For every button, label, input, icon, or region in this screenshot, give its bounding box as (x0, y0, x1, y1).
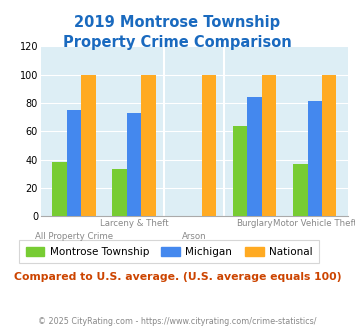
Bar (202, 75, 216, 216)
Text: Motor Vehicle Theft: Motor Vehicle Theft (273, 219, 355, 228)
Text: Burglary: Burglary (236, 219, 273, 228)
Bar (293, 164, 307, 216)
Text: Property Crime Comparison: Property Crime Comparison (63, 35, 292, 50)
Bar (141, 75, 156, 216)
Bar (322, 75, 337, 216)
Text: 2019 Montrose Township: 2019 Montrose Township (75, 15, 280, 30)
Bar (113, 169, 127, 216)
Bar (81, 75, 95, 216)
Bar (233, 125, 247, 216)
Bar (262, 75, 276, 216)
Bar (127, 113, 141, 216)
Text: Larceny & Theft: Larceny & Theft (100, 219, 169, 228)
Bar (67, 110, 81, 216)
Text: Compared to U.S. average. (U.S. average equals 100): Compared to U.S. average. (U.S. average … (14, 272, 341, 282)
Legend: Montrose Township, Michigan, National: Montrose Township, Michigan, National (20, 240, 319, 263)
Bar (52, 162, 67, 216)
Text: Arson: Arson (182, 232, 207, 241)
Text: © 2025 CityRating.com - https://www.cityrating.com/crime-statistics/: © 2025 CityRating.com - https://www.city… (38, 317, 317, 326)
Bar (247, 97, 262, 216)
Bar (307, 101, 322, 216)
Text: All Property Crime: All Property Crime (35, 232, 113, 241)
